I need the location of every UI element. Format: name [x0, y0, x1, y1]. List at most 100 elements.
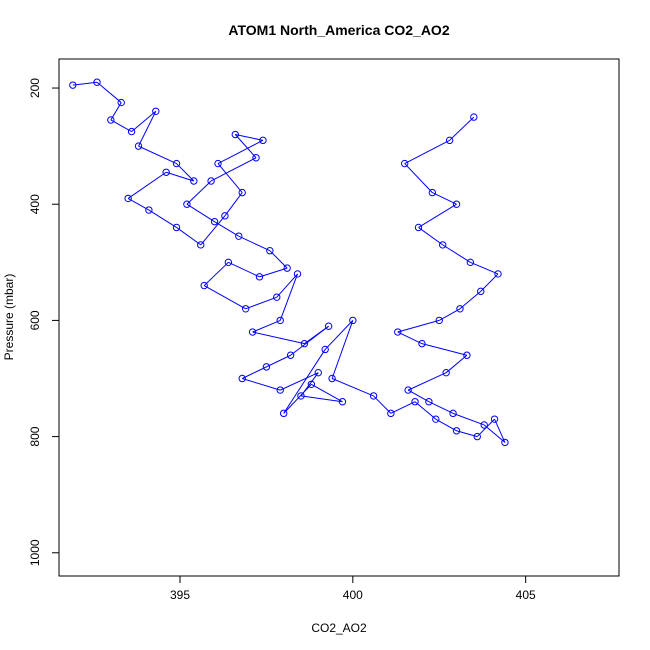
data-point: [297, 392, 305, 400]
data-point: [279, 409, 288, 418]
series-line-segment: [276, 273, 298, 298]
data-point: [473, 432, 481, 441]
series-line-segment: [404, 163, 433, 193]
data-point: [273, 293, 281, 301]
series-line-segment: [242, 378, 281, 391]
data-point: [321, 345, 329, 354]
series-line-segment: [331, 378, 374, 397]
series-line-segment: [96, 81, 122, 103]
series-line-segment: [483, 424, 506, 443]
series-line-segment: [138, 111, 157, 147]
series-line-segment: [210, 157, 257, 182]
data-point: [127, 127, 136, 136]
series-line-segment: [252, 319, 281, 333]
series-line-segment: [138, 145, 177, 165]
data-point: [349, 316, 357, 325]
data-point: [435, 316, 443, 325]
data-point: [207, 177, 215, 185]
data-point: [145, 206, 153, 214]
series-line-segment: [439, 308, 461, 321]
data-point: [214, 159, 222, 168]
series-line-segment: [214, 221, 240, 237]
series-line-segment: [324, 320, 354, 350]
x-tick-label: 395: [170, 588, 190, 602]
series-line-segment: [407, 372, 447, 391]
data-point: [307, 380, 316, 389]
series-line-segment: [428, 401, 454, 414]
series-line-segment: [269, 250, 288, 269]
series-line-segment: [283, 349, 326, 414]
y-tick-label: 400: [28, 194, 42, 214]
y-axis: 200 400 600 800 1000: [28, 78, 60, 566]
series-line-segment: [311, 383, 343, 403]
series-line-segment: [390, 401, 416, 414]
series-line-segment: [480, 273, 499, 292]
data-point: [69, 81, 77, 89]
series-line-segment: [266, 354, 291, 368]
series-line-segment: [300, 395, 343, 403]
data-point: [252, 154, 260, 162]
series-line-segment: [186, 180, 212, 205]
data-point: [452, 427, 461, 435]
data-point: [300, 339, 309, 348]
data-point: [134, 142, 143, 150]
x-axis-label: CO2_AO2: [311, 621, 367, 635]
data-point: [470, 113, 478, 121]
data-point: [276, 316, 284, 325]
series-line-segment: [72, 81, 98, 86]
series-line-segment: [235, 134, 264, 141]
data-point: [162, 168, 170, 176]
series-line-segment: [228, 261, 260, 278]
series-line-segment: [418, 227, 443, 246]
data-point: [248, 328, 257, 336]
series-line-segment: [445, 354, 468, 374]
series-line-segment: [421, 343, 468, 356]
data-point: [477, 287, 485, 296]
x-tick-label: 400: [343, 588, 363, 602]
data-point: [221, 212, 229, 220]
series-line-segment: [397, 319, 440, 333]
series-line-segment: [432, 192, 457, 205]
series-points: [69, 78, 509, 447]
data-point: [452, 200, 461, 208]
series-line-segment: [494, 418, 506, 443]
series-line-segment: [252, 331, 305, 345]
y-tick-label: 200: [28, 78, 42, 98]
series-line-segment: [203, 285, 246, 310]
series-line-segment: [459, 290, 482, 310]
data-point: [432, 415, 440, 423]
series-line-segment: [241, 366, 267, 379]
data-point: [494, 270, 502, 278]
series-line-segment: [131, 110, 157, 132]
series-line-segment: [418, 203, 457, 228]
data-point: [172, 223, 181, 232]
series-line-segment: [452, 412, 485, 426]
data-point: [255, 273, 264, 281]
data-point: [117, 98, 125, 107]
series-line-segment: [259, 267, 288, 278]
x-tick-label: 405: [516, 588, 536, 602]
y-tick-label: 1000: [28, 539, 42, 566]
data-point: [387, 409, 395, 418]
series-line-segment: [166, 171, 194, 182]
series-line-segment: [186, 203, 215, 223]
data-point: [404, 386, 412, 394]
data-point: [445, 136, 454, 145]
series-line-segment: [224, 192, 243, 217]
data-point: [210, 217, 219, 226]
series-line-segment: [127, 171, 167, 199]
series-line-segment: [279, 273, 298, 321]
data-point: [293, 270, 302, 278]
data-point: [238, 188, 246, 197]
data-point: [442, 368, 450, 377]
data-point: [124, 194, 132, 203]
series-line-segment: [176, 163, 195, 182]
data-point: [501, 438, 509, 447]
data-point: [231, 130, 239, 139]
y-tick-label: 600: [28, 310, 42, 330]
series-line-segment: [238, 235, 271, 252]
series-line-segment: [290, 325, 329, 356]
series-line-segment: [148, 209, 177, 228]
data-point: [449, 409, 457, 418]
